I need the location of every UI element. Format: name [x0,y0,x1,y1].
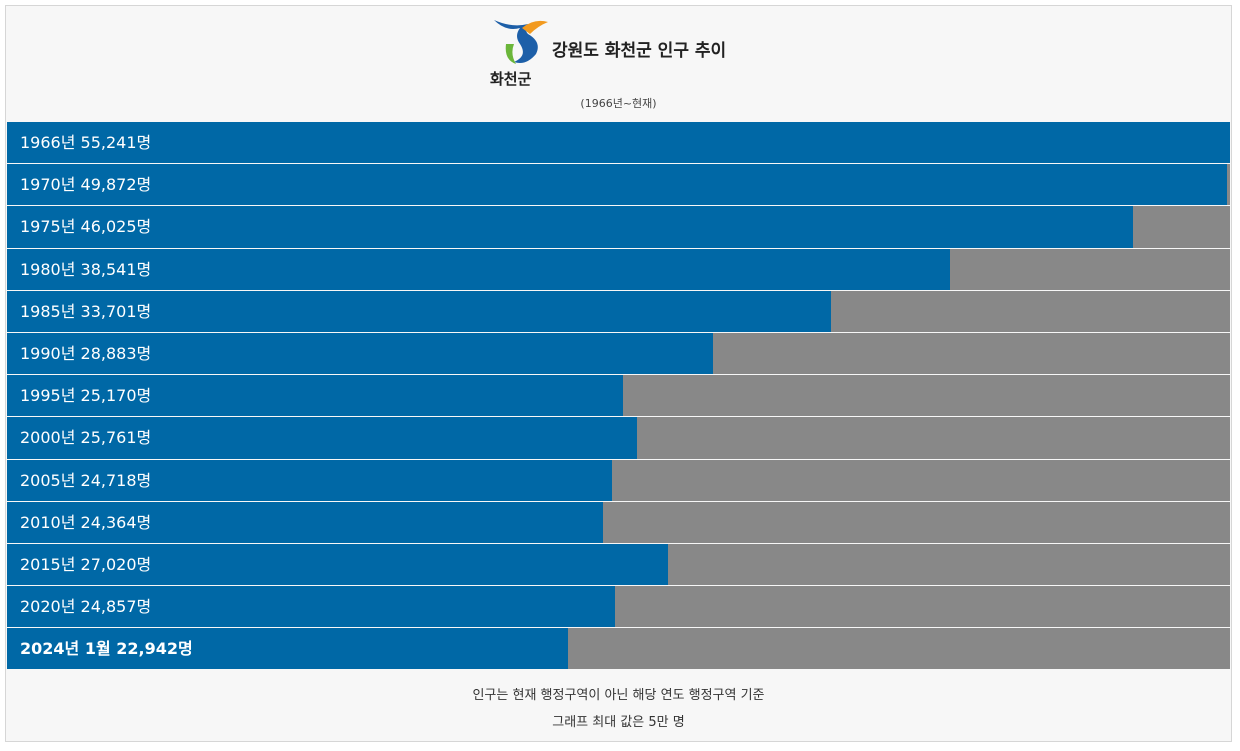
value-label: 49,872명 [80,175,152,195]
bar-list: 1966년 55,241명 1970년 49,872명 1975년 46,025명 1… [7,122,1230,670]
bar-label: 2010년 24,364명 [20,502,151,543]
value-label: 38,541명 [80,259,152,279]
value-label: 46,025명 [80,217,152,237]
bar-row: 2020년 24,857명 [7,586,1230,628]
bar-row: 2024년 1월 22,942명 [7,628,1230,670]
logo [494,20,548,64]
category-label: 1966년 [20,133,76,152]
bar [7,501,603,543]
bar [7,375,623,417]
category-label: 1975년 [20,217,76,237]
value-label: 24,857명 [80,597,152,617]
category-label: 1990년 [20,343,76,363]
bar-label: 1975년 46,025명 [20,206,151,247]
bar-row: 1995년 25,170명 [7,375,1230,417]
chart-title: 강원도 화천군 인구 추이 [552,41,727,61]
value-label: 22,942명 [116,639,193,659]
value-label: 28,883명 [80,343,152,363]
bar-row: 1990년 28,883명 [7,332,1230,375]
value-label: 24,718명 [80,470,152,490]
bar-label: 2020년 24,857명 [20,586,151,627]
value-label: 33,701명 [80,301,152,321]
bar [7,122,1230,164]
bar-row: 1970년 49,872명 [7,164,1230,206]
bar-label: 2005년 24,718명 [20,460,151,501]
bar [7,543,668,586]
bar-label: 2015년 27,020명 [20,544,151,585]
bar-row: 2005년 24,718명 [7,459,1230,501]
bar [7,206,1133,248]
category-label: 1970년 [20,175,76,195]
bar-label: 1980년 38,541명 [20,249,151,290]
category-label: 2000년 [20,428,76,448]
category-label: 2010년 [20,512,76,532]
bar-label: 1985년 33,701명 [20,291,151,332]
bar [7,586,615,628]
value-label: 55,241명 [80,133,152,152]
value-label: 25,761명 [80,428,152,448]
bar [7,248,950,290]
category-label: 2005년 [20,470,76,490]
note: 인구는 현재 행정구역이 아닌 해당 연도 행정구역 기준 [472,688,765,703]
bar-label: 1970년 49,872명 [20,164,151,205]
logo-text: 화천군 [490,70,532,88]
category-label: 2015년 [20,554,76,574]
bar-row: 1966년 55,241명 [7,122,1230,164]
bar-label: 2000년 25,761명 [20,417,151,458]
bar [7,164,1227,206]
category-label: 1980년 [20,259,76,279]
category-label: 2020년 [20,597,76,617]
category-label: 1995년 [20,386,76,406]
note: 그래프 최대 값은 5만 명 [552,715,685,730]
bar [7,459,612,501]
category-label: 1985년 [20,301,76,321]
bar-row: 2000년 25,761명 [7,417,1230,459]
bar-row: 1975년 46,025명 [7,206,1230,248]
bar-row: 1980년 38,541명 [7,248,1230,290]
value-label: 25,170명 [80,386,152,406]
value-label: 27,020명 [80,554,152,574]
bar-label: 1966년 55,241명 [20,122,151,163]
bar-label: 1995년 25,170명 [20,375,151,416]
bar [7,332,714,375]
widget: 화천군 강원도 화천군 인구 추이 (1966년~현재) 1966년 55,24… [5,5,1232,742]
category-label: 2024년 1월 [20,639,111,659]
value-label: 24,364명 [80,512,152,532]
bar-row: 1985년 33,701명 [7,290,1230,332]
header: 화천군 강원도 화천군 인구 추이 (1966년~현재) [6,6,1231,122]
bar [7,290,832,332]
bar-row: 2010년 24,364명 [7,501,1230,543]
bar [7,417,638,459]
bar [7,628,569,670]
bar-label: 2024년 1월 22,942명 [20,628,193,669]
bar-row: 2015년 27,020명 [7,543,1230,586]
bar-label: 1990년 28,883명 [20,333,151,374]
chart-subtitle: (1966년~현재) [580,97,657,110]
